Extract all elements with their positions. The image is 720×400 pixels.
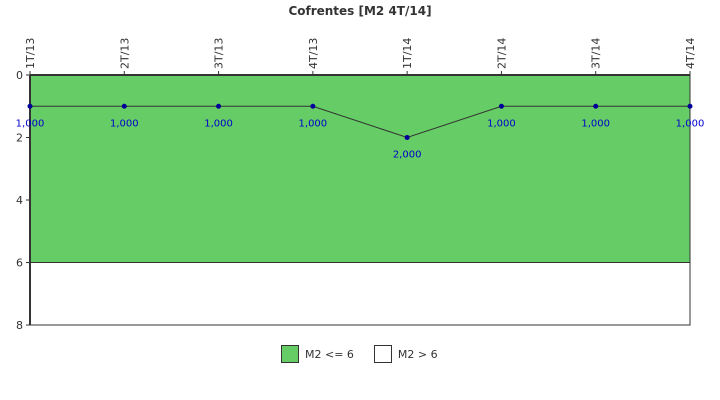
y-tick-label: 0 — [16, 69, 23, 82]
legend-item-gt6: M2 > 6 — [373, 345, 438, 363]
x-tick-label: 1T/13 — [24, 38, 37, 69]
data-point — [593, 103, 599, 109]
y-tick-label: 4 — [16, 194, 23, 207]
data-point — [310, 103, 316, 109]
band-1 — [29, 262, 691, 326]
x-tick-label: 1T/14 — [401, 38, 414, 69]
data-label: 1,000 — [487, 118, 516, 129]
legend-label-gt6: M2 > 6 — [397, 347, 438, 361]
data-point — [216, 103, 222, 109]
data-label: 1,000 — [204, 118, 233, 129]
x-tick-label: 2T/13 — [118, 38, 131, 69]
x-tick-label: 3T/14 — [590, 38, 603, 69]
y-tick-label: 8 — [16, 319, 23, 332]
data-label: 2,000 — [393, 150, 422, 161]
y-tick-label: 6 — [16, 257, 23, 270]
legend-label-le6: M2 <= 6 — [305, 347, 354, 361]
chart-title: Cofrentes [M2 4T/14] — [288, 4, 431, 18]
band-0 — [29, 74, 691, 263]
legend-swatch-le6 — [281, 345, 299, 363]
data-label: 1,000 — [110, 118, 139, 129]
data-label: 1,000 — [16, 118, 45, 129]
data-point — [404, 135, 410, 140]
x-tick-label: 4T/13 — [307, 38, 320, 69]
data-point — [687, 103, 693, 109]
series-line — [30, 105, 690, 139]
data-point — [121, 103, 127, 109]
legend-swatch-gt6 — [373, 345, 392, 363]
data-label: 1,000 — [676, 118, 705, 129]
data-point — [498, 103, 504, 109]
data-label: 1,000 — [299, 118, 328, 129]
chart-legend: M2 <= 6 M2 > 6 — [281, 345, 458, 363]
data-point — [27, 103, 33, 109]
x-tick-label: 4T/14 — [684, 38, 697, 69]
x-tick-label: 3T/13 — [213, 38, 226, 69]
legend-item-le6: M2 <= 6 — [281, 345, 354, 363]
y-tick-label: 2 — [16, 132, 23, 145]
data-label: 1,000 — [581, 118, 610, 129]
x-tick-label: 2T/14 — [495, 38, 508, 69]
